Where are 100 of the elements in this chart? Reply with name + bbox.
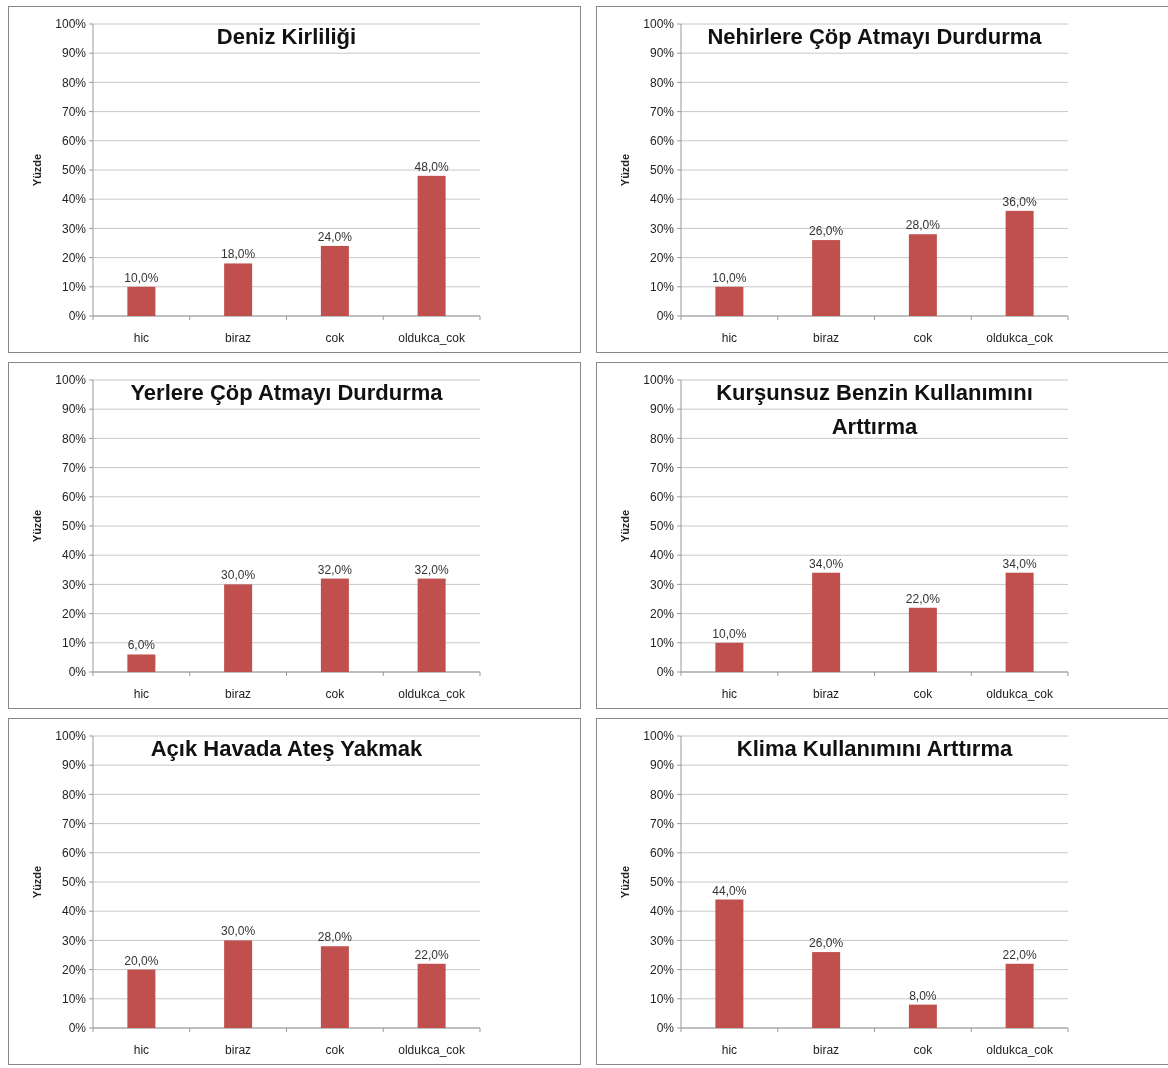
x-tick-label: biraz [813,1043,840,1057]
bar [417,175,446,316]
y-tick-label: 0% [68,665,87,680]
y-tick-label: 50% [61,519,87,534]
data-label: 32,0% [317,562,353,577]
y-tick-label: 20% [61,250,87,265]
bar [1005,963,1034,1028]
x-tick-label: hic [133,331,150,345]
bar [417,578,446,672]
chart-title: Nehirlere Çöp Atmayı Durdurma [707,24,1043,49]
data-label: 44,0% [712,883,747,898]
chart-title: Açık Havada Ateş Yakmak [150,736,424,761]
y-tick-label: 10% [649,280,675,294]
y-tick-label: 60% [649,134,675,148]
y-axis-title: Yüzde [619,865,631,899]
y-tick-label: 30% [61,221,87,236]
y-tick-label: 10% [61,636,87,650]
bar [224,263,253,316]
data-label: 30,0% [221,568,256,583]
chart-title: Klima Kullanımını Arttırma [736,736,1013,761]
y-tick-label: 30% [649,577,675,592]
x-tick-label: cok [325,687,346,701]
x-tick-label: cok [325,331,346,345]
y-tick-label: 100% [643,729,675,744]
bar [908,234,937,316]
data-label: 28,0% [317,930,353,945]
y-tick-label: 10% [61,992,87,1006]
x-tick-label: oldukca_cok [986,331,1054,345]
y-tick-label: 30% [649,221,675,236]
y-tick-label: 20% [649,250,675,265]
y-tick-label: 80% [649,431,675,446]
bar [715,642,744,672]
x-tick-label: hic [133,687,150,701]
y-tick-label: 40% [649,192,675,207]
data-label: 10,0% [712,626,747,641]
data-label: 36,0% [1002,194,1037,209]
bar [812,572,841,672]
x-tick-label: oldukca_cok [986,1043,1054,1057]
y-tick-label: 60% [61,490,87,504]
data-label: 10,0% [712,270,747,285]
x-tick-label: hic [721,687,738,701]
y-tick-label: 50% [649,519,675,534]
data-label: 20,0% [124,953,159,968]
data-label: 48,0% [414,159,449,174]
x-tick-label: hic [721,331,738,345]
bar [715,286,744,316]
y-tick-label: 0% [68,309,87,324]
x-tick-label: cok [325,1043,346,1057]
y-tick-label: 40% [61,904,87,919]
y-tick-label: 90% [649,46,675,61]
x-tick-label: biraz [225,331,252,345]
y-tick-label: 80% [61,75,87,90]
y-tick-label: 50% [61,875,87,890]
bar [908,1004,937,1028]
data-label: 32,0% [414,562,449,577]
x-tick-label: biraz [813,687,840,701]
y-tick-label: 40% [649,904,675,919]
y-tick-label: 70% [649,816,675,831]
y-tick-label: 50% [649,163,675,178]
data-label: 28,0% [905,218,941,233]
y-tick-label: 80% [649,787,675,802]
y-tick-label: 70% [61,460,87,475]
y-axis-title: Yüzde [31,153,43,187]
chart-title: Yerlere Çöp Atmayı Durdurma [130,380,444,405]
bar [715,899,744,1028]
text: Kurşunsuz Benzin Kullanımını Arttırma [716,380,1033,439]
data-label: 34,0% [809,556,844,571]
data-label: 18,0% [221,247,256,262]
y-tick-label: 40% [61,192,87,207]
x-tick-label: biraz [813,331,840,345]
data-label: 26,0% [809,224,844,239]
y-tick-label: 60% [61,846,87,860]
bar [812,240,841,316]
y-tick-label: 90% [649,758,675,773]
y-tick-label: 10% [649,992,675,1006]
bar [1005,572,1034,672]
bar [320,946,349,1028]
y-axis-title: Yüzde [619,153,631,187]
bar [127,969,156,1028]
bar [812,952,841,1028]
y-tick-label: 80% [61,787,87,802]
data-label: 10,0% [124,270,159,285]
bar [417,963,446,1028]
y-tick-label: 100% [643,373,675,388]
y-tick-label: 40% [61,548,87,563]
data-label: 22,0% [905,591,941,606]
y-tick-label: 100% [55,373,87,388]
data-label: 22,0% [1002,947,1037,962]
y-tick-label: 10% [649,636,675,650]
y-tick-label: 20% [649,962,675,977]
y-axis-title: Yüzde [619,509,631,543]
y-tick-label: 100% [55,729,87,744]
y-tick-label: 0% [656,1021,675,1036]
x-tick-label: oldukca_cok [398,1043,466,1057]
data-label: 26,0% [809,936,844,951]
bar [320,578,349,672]
y-tick-label: 20% [61,606,87,621]
y-tick-label: 70% [649,104,675,119]
y-tick-label: 0% [68,1021,87,1036]
y-tick-label: 70% [61,816,87,831]
